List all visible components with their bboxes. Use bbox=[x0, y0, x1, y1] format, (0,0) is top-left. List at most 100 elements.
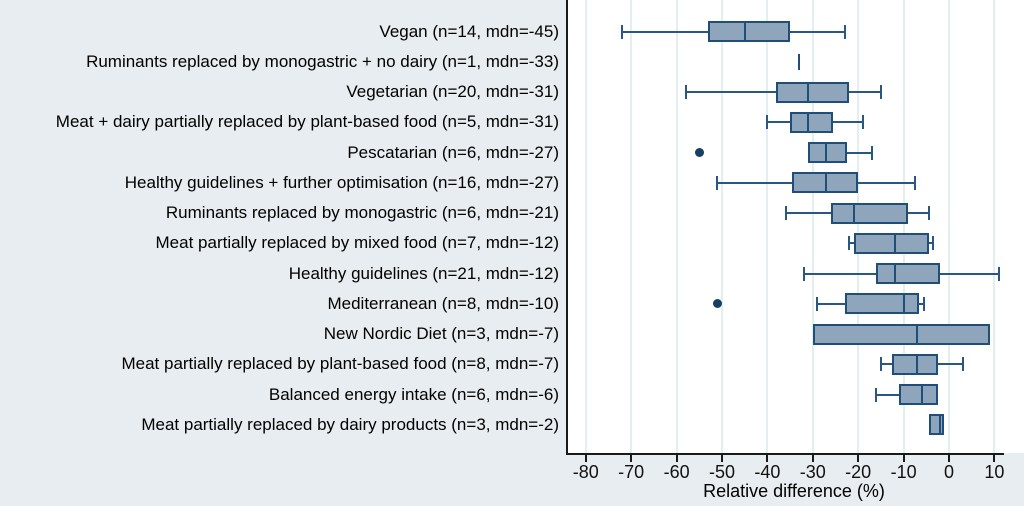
category-label: Vegetarian (n=20, mdn=-31) bbox=[346, 82, 559, 101]
whisker-low-line bbox=[849, 242, 854, 245]
plot-area bbox=[568, 0, 1024, 453]
x-tick-mark bbox=[902, 455, 905, 462]
category-label: Balanced energy intake (n=6, mdn=-6) bbox=[268, 384, 559, 404]
box-iqr bbox=[830, 202, 909, 224]
whisker-low-cap bbox=[848, 236, 851, 251]
x-tick-mark bbox=[948, 455, 950, 462]
whisker-low-cap bbox=[621, 24, 624, 39]
x-tick-mark bbox=[675, 455, 678, 462]
category-label: Ruminants replaced by monogastric + no d… bbox=[86, 51, 559, 71]
x-tick-mark bbox=[857, 455, 860, 462]
whisker-high-line bbox=[790, 30, 845, 33]
gridline bbox=[766, 0, 769, 453]
category-label: Pescatarian (n=6, mdn=-27) bbox=[347, 142, 559, 162]
whisker-low-cap bbox=[716, 175, 719, 190]
box-median-line bbox=[852, 202, 855, 224]
whisker-low-line bbox=[785, 212, 831, 214]
whisker-low-line bbox=[767, 121, 791, 124]
whisker-high-line bbox=[908, 212, 929, 214]
gridline bbox=[721, 0, 723, 453]
whisker-low-line bbox=[717, 181, 793, 184]
whisker-low-cap bbox=[784, 206, 787, 220]
category-label: Meat partially replaced by dairy product… bbox=[141, 414, 559, 434]
whisker-low-cap bbox=[875, 387, 878, 402]
whisker-high-cap bbox=[843, 24, 846, 39]
box-iqr bbox=[708, 21, 791, 42]
box-median-line bbox=[902, 293, 905, 315]
whisker-high-line bbox=[937, 363, 963, 366]
x-axis-title: Relative difference (%) bbox=[703, 481, 885, 501]
whisker-high-line bbox=[833, 121, 863, 124]
whisker-high-line bbox=[939, 272, 999, 275]
whisker-low-cap bbox=[766, 115, 769, 130]
single-observation-tick bbox=[797, 53, 801, 70]
box-median-line bbox=[916, 323, 919, 345]
y-axis-line bbox=[566, 0, 568, 455]
whisker-high-cap bbox=[927, 206, 930, 220]
x-tick-label: -10 bbox=[890, 462, 917, 482]
category-label: Meat partially replaced by mixed food (n… bbox=[155, 233, 559, 253]
whisker-high-line bbox=[858, 181, 915, 184]
box-median-line bbox=[938, 414, 941, 436]
whisker-low-cap bbox=[816, 296, 819, 311]
x-tick-label: -50 bbox=[708, 462, 736, 482]
whisker-high-line bbox=[846, 151, 872, 154]
whisker-high-cap bbox=[932, 236, 935, 251]
whisker-high-line bbox=[849, 91, 881, 93]
box-median-line bbox=[920, 384, 923, 405]
x-tick-label: -80 bbox=[572, 462, 599, 482]
category-label: Meat + dairy partially replaced by plant… bbox=[55, 112, 559, 132]
category-label: Meat partially replaced by plant-based f… bbox=[121, 354, 559, 374]
box-iqr bbox=[928, 414, 945, 436]
x-tick-label: -20 bbox=[845, 462, 872, 482]
whisker-high-cap bbox=[961, 357, 964, 372]
gridline bbox=[630, 0, 633, 453]
category-label: Mediterranean (n=8, mdn=-10) bbox=[327, 293, 559, 313]
box-iqr bbox=[899, 384, 938, 405]
x-tick-mark bbox=[584, 455, 587, 462]
x-tick-mark bbox=[630, 455, 633, 462]
whisker-high-cap bbox=[997, 266, 1000, 281]
whisker-low-cap bbox=[684, 85, 687, 99]
gridline bbox=[993, 0, 996, 453]
category-label: New Nordic Diet (n=3, mdn=-7) bbox=[323, 324, 559, 343]
x-tick-mark bbox=[993, 455, 996, 462]
box-iqr bbox=[776, 81, 850, 103]
category-label: Ruminants replaced by monogastric (n=6, … bbox=[165, 203, 559, 222]
gridline bbox=[948, 0, 950, 453]
x-axis-line bbox=[566, 453, 1005, 455]
category-label: Healthy guidelines (n=21, mdn=-12) bbox=[288, 263, 559, 283]
whisker-high-line bbox=[919, 302, 925, 305]
x-tick-mark bbox=[811, 455, 814, 462]
box-iqr bbox=[844, 293, 920, 315]
x-tick-mark bbox=[766, 455, 769, 462]
x-tick-label: -60 bbox=[663, 462, 690, 482]
box-median-line bbox=[825, 142, 828, 163]
box-median-line bbox=[825, 172, 828, 194]
box-median-line bbox=[807, 111, 810, 133]
gridline bbox=[675, 0, 678, 453]
box-iqr bbox=[792, 172, 859, 194]
whisker-high-cap bbox=[879, 85, 882, 99]
gridline bbox=[857, 0, 860, 453]
category-label: Healthy guidelines + further optimisatio… bbox=[124, 172, 559, 192]
x-tick-mark bbox=[721, 455, 723, 462]
whisker-high-line bbox=[928, 242, 934, 245]
box-iqr bbox=[892, 353, 938, 375]
box-iqr bbox=[790, 111, 834, 133]
box-iqr bbox=[876, 263, 940, 284]
whisker-high-cap bbox=[870, 145, 873, 160]
x-tick-label: -70 bbox=[618, 462, 645, 482]
gridline bbox=[902, 0, 905, 453]
box-median-line bbox=[807, 81, 810, 103]
whisker-low-line bbox=[803, 272, 877, 275]
whisker-high-cap bbox=[923, 296, 926, 311]
outlier-point bbox=[694, 148, 704, 157]
whisker-low-line bbox=[876, 393, 900, 396]
whisker-low-line bbox=[880, 363, 893, 366]
box-median-line bbox=[916, 353, 919, 375]
whisker-high-cap bbox=[913, 175, 916, 190]
x-tick-label: -40 bbox=[754, 462, 781, 482]
box-median-line bbox=[893, 232, 896, 254]
whisker-low-line bbox=[817, 302, 845, 305]
